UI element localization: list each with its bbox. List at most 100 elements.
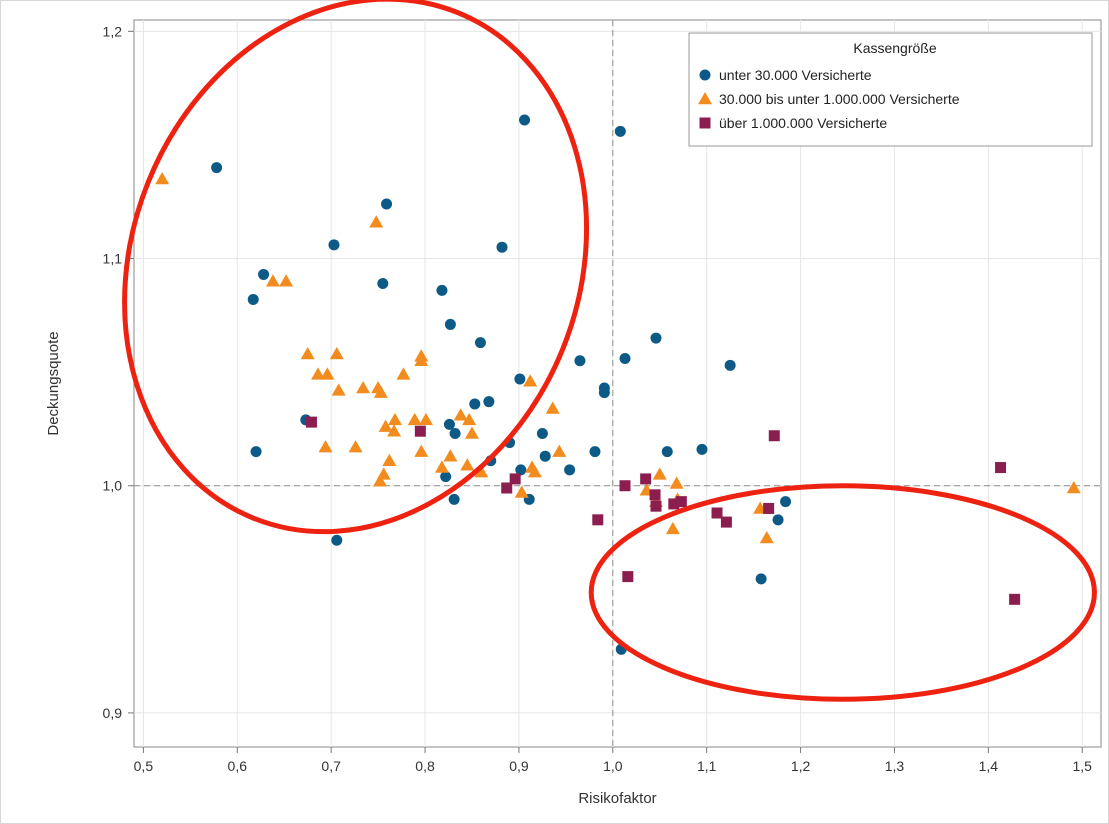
data-point-circle xyxy=(514,373,526,385)
data-point-circle xyxy=(443,418,455,430)
x-tick-label: 1,5 xyxy=(1072,758,1092,774)
data-point-triangle xyxy=(320,367,335,380)
data-point-triangle xyxy=(514,485,529,498)
data-point-circle xyxy=(589,446,601,458)
data-point-circle xyxy=(515,464,527,476)
data-point-square xyxy=(650,500,662,512)
data-point-triangle xyxy=(373,385,388,398)
data-point-triangle xyxy=(464,426,479,439)
data-point-triangle xyxy=(387,412,402,426)
data-point-circle xyxy=(724,359,736,371)
data-point-triangle xyxy=(418,412,433,426)
annotation-ellipse xyxy=(122,0,590,535)
x-tick-label: 1,4 xyxy=(979,758,999,774)
data-point-circle xyxy=(247,293,259,305)
data-point-triangle xyxy=(665,521,680,535)
data-point-triangle xyxy=(1066,481,1081,494)
x-tick-label: 1,3 xyxy=(885,758,905,774)
x-tick-label: 0,6 xyxy=(228,758,248,774)
data-point-triangle xyxy=(414,444,429,457)
data-point-square xyxy=(720,516,732,528)
data-point-square xyxy=(509,473,521,485)
data-point-circle xyxy=(696,443,708,455)
legend-title: Kassengröße xyxy=(853,40,936,56)
data-point-triangle xyxy=(396,367,411,380)
data-point-circle xyxy=(661,446,673,458)
data-points xyxy=(155,114,1081,655)
data-point-square xyxy=(622,571,634,583)
data-point-square xyxy=(414,425,426,437)
legend-item: über 1.000.000 Versicherte xyxy=(699,115,887,131)
legend: Kassengröße unter 30.000 Versicherte 30.0… xyxy=(688,32,1093,147)
data-point-triangle xyxy=(669,476,684,489)
data-point-circle xyxy=(250,446,262,458)
data-point-triangle xyxy=(523,374,538,387)
data-point-circle xyxy=(328,239,340,251)
data-point-circle xyxy=(444,318,456,330)
legend-label: unter 30.000 Versicherte xyxy=(719,67,872,83)
data-point-circle xyxy=(448,493,460,505)
data-point-circle xyxy=(474,337,486,349)
data-point-circle xyxy=(614,125,626,137)
data-point-circle xyxy=(381,198,393,210)
data-point-triangle xyxy=(369,215,384,228)
data-point-triangle xyxy=(348,440,363,453)
data-point-triangle xyxy=(462,412,477,426)
data-point-circle xyxy=(496,241,508,253)
x-tick-label: 1,1 xyxy=(697,758,717,774)
data-point-circle xyxy=(449,427,461,439)
data-point-circle xyxy=(331,534,343,546)
data-point-square xyxy=(768,430,780,442)
data-point-circle xyxy=(436,284,448,296)
data-point-square xyxy=(501,482,513,494)
data-point-circle xyxy=(440,471,452,483)
data-point-square xyxy=(711,507,723,519)
legend-marker-circle xyxy=(699,69,711,81)
data-point-square xyxy=(619,480,631,492)
data-point-square xyxy=(1009,593,1021,605)
data-point-square xyxy=(995,462,1007,474)
legend-marker-square xyxy=(699,117,711,129)
data-point-circle xyxy=(619,353,631,365)
legend-item: 30.000 bis unter 1.000.000 Versicherte xyxy=(698,91,960,107)
y-axis-title: Deckungsquote xyxy=(45,331,62,435)
data-point-triangle xyxy=(387,424,402,437)
series-circle xyxy=(211,114,792,655)
data-point-triangle xyxy=(527,465,542,478)
data-point-circle xyxy=(483,396,495,408)
data-point-circle xyxy=(780,496,792,508)
data-point-square xyxy=(305,416,317,428)
data-point-circle xyxy=(536,427,548,439)
data-point-circle xyxy=(211,162,223,174)
data-point-triangle xyxy=(329,346,344,360)
data-point-circle xyxy=(539,450,551,462)
data-point-square xyxy=(763,502,775,514)
data-point-square xyxy=(675,496,687,508)
x-axis-title: Risikofaktor xyxy=(578,790,656,807)
data-point-triangle xyxy=(300,346,315,360)
data-point-triangle xyxy=(318,440,333,453)
data-point-triangle xyxy=(331,383,346,396)
data-point-triangle xyxy=(356,381,371,394)
data-point-triangle xyxy=(552,444,567,457)
y-tick-label: 0,9 xyxy=(103,705,123,721)
data-point-circle xyxy=(564,464,576,476)
data-point-triangle xyxy=(279,274,294,287)
data-point-triangle xyxy=(376,467,391,480)
data-point-triangle xyxy=(407,412,422,426)
data-point-triangle xyxy=(759,530,774,544)
data-point-circle xyxy=(598,387,610,399)
data-point-triangle xyxy=(155,172,170,185)
legend-label: 30.000 bis unter 1.000.000 Versicherte xyxy=(719,91,960,107)
x-tick-label: 0,8 xyxy=(415,758,435,774)
data-point-triangle xyxy=(311,367,326,380)
x-tick-label: 0,9 xyxy=(509,758,529,774)
legend-item: unter 30.000 Versicherte xyxy=(699,67,872,83)
data-point-circle xyxy=(469,398,481,410)
data-point-square xyxy=(592,514,604,526)
data-point-circle xyxy=(519,114,531,126)
data-point-triangle xyxy=(460,458,475,471)
annotation-ellipse xyxy=(588,483,1097,702)
series-triangle xyxy=(155,172,1081,544)
